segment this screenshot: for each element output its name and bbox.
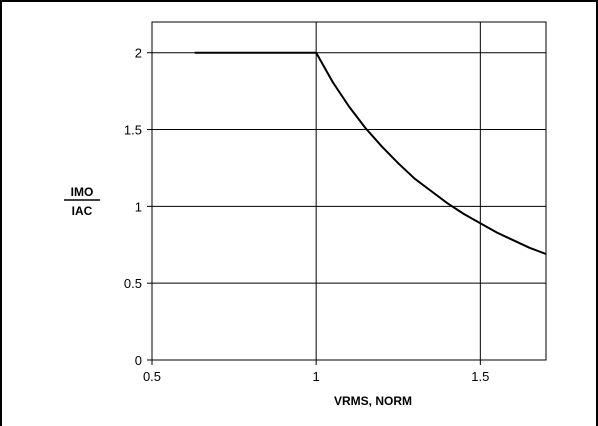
- plot-area: [151, 21, 547, 361]
- y-tick-label: 1: [135, 199, 142, 214]
- y-axis-label-numerator: IMO: [71, 185, 94, 199]
- x-tick-label: 0.5: [143, 369, 161, 384]
- x-tick-label: 1.5: [471, 369, 489, 384]
- grid: [152, 22, 546, 360]
- y-tick-label: 2: [135, 46, 142, 61]
- x-tick-label: 1: [313, 369, 320, 384]
- y-axis-label-denominator: IAC: [72, 204, 93, 218]
- y-tick-label: 0: [135, 353, 142, 368]
- x-axis-label: VRMS, NORM: [334, 394, 412, 408]
- series: [194, 51, 547, 255]
- series-line: [194, 51, 547, 255]
- y-tick-label: 0.5: [124, 276, 142, 291]
- ticks: 00.511.520.5 1 1.5: [124, 46, 489, 384]
- y-tick-label: 1.5: [124, 123, 142, 138]
